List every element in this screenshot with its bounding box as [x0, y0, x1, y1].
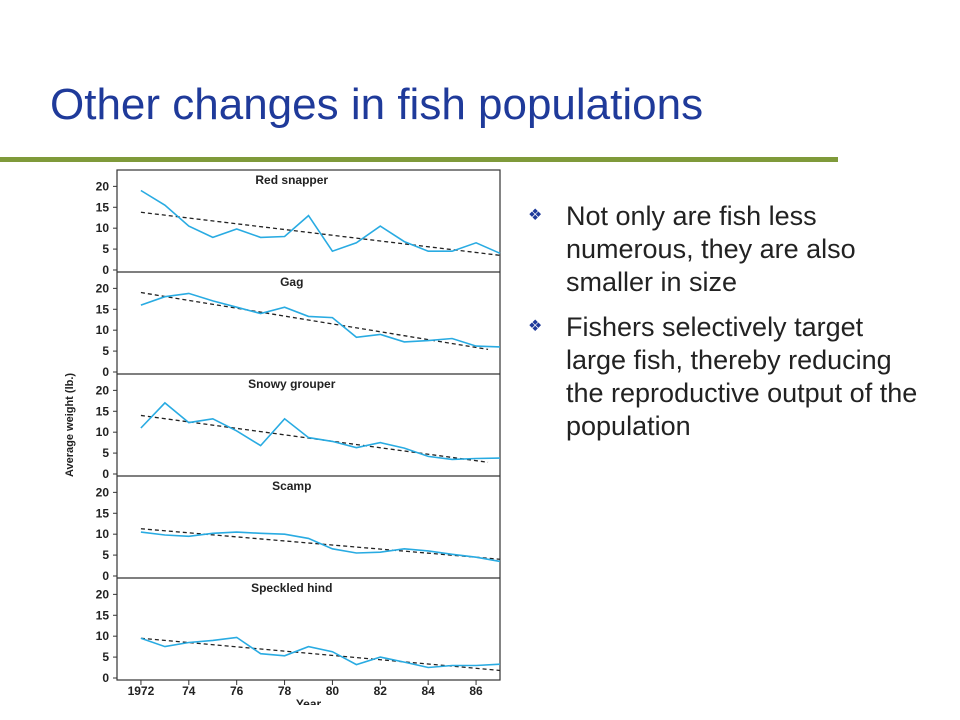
y-tick-label: 5 [102, 548, 109, 562]
series-line [140, 401, 501, 461]
y-tick-label: 0 [102, 365, 109, 379]
series-line [140, 531, 501, 563]
y-tick-label: 10 [96, 221, 110, 235]
trend-line [140, 211, 501, 257]
x-tick-label: 74 [182, 684, 196, 698]
diamond-bullet-icon: ❖ [528, 207, 543, 224]
y-tick-label: 10 [96, 323, 110, 337]
y-tick-label: 20 [96, 587, 110, 601]
x-tick-label: 1972 [128, 684, 155, 698]
y-tick-label: 5 [102, 344, 109, 358]
x-tick-label: 86 [469, 684, 483, 698]
trend-line [140, 291, 489, 351]
y-tick-label: 0 [102, 671, 109, 685]
y-tick-label: 15 [96, 608, 110, 622]
title-divider [0, 157, 838, 162]
bullet-text: Fishers selectively target large fish, t… [566, 312, 918, 441]
y-tick-label: 5 [102, 650, 109, 664]
y-tick-label: 15 [96, 404, 110, 418]
panel-title: Red snapper [255, 173, 328, 187]
y-tick-label: 10 [96, 425, 110, 439]
plot-frame [116, 169, 501, 681]
series-line [140, 189, 501, 255]
y-axis-label: Average weight (lb.) [64, 373, 76, 477]
bullet-list: ❖ Not only are fish less numerous, they … [528, 200, 928, 455]
y-tick-label: 0 [102, 467, 109, 481]
x-tick-label: 80 [326, 684, 340, 698]
bullet-text: Not only are fish less numerous, they ar… [566, 201, 856, 297]
series-line [140, 636, 501, 669]
panel-title: Snowy grouper [248, 377, 336, 391]
x-tick-label: 84 [422, 684, 436, 698]
y-tick-label: 0 [102, 263, 109, 277]
x-axis-label: Year [296, 697, 322, 705]
y-tick-label: 20 [96, 281, 110, 295]
x-tick-label: 76 [230, 684, 244, 698]
y-tick-label: 5 [102, 242, 109, 256]
y-tick-label: 20 [96, 179, 110, 193]
bullet-item: ❖ Not only are fish less numerous, they … [528, 200, 928, 299]
y-tick-label: 15 [96, 302, 110, 316]
y-tick-label: 0 [102, 569, 109, 583]
panel-title: Gag [280, 275, 303, 289]
fish-weight-chart: 0 5 10 15 20 Red snapper 0 5 10 15 20 Gag 0 5 10 15 20 Sn… [64, 169, 501, 705]
bullet-item: ❖ Fishers selectively target large fish,… [528, 311, 928, 443]
y-tick-label: 20 [96, 383, 110, 397]
panel-title: Scamp [272, 479, 311, 493]
slide-title: Other changes in fish populations [50, 80, 704, 129]
y-tick-label: 15 [96, 506, 110, 520]
x-tick-label: 82 [374, 684, 388, 698]
series-line [140, 292, 501, 348]
y-tick-label: 15 [96, 200, 110, 214]
y-tick-label: 20 [96, 485, 110, 499]
x-tick-label: 78 [278, 684, 292, 698]
y-tick-label: 5 [102, 446, 109, 460]
y-tick-label: 10 [96, 629, 110, 643]
diamond-bullet-icon: ❖ [528, 318, 543, 335]
y-tick-label: 10 [96, 527, 110, 541]
panel-title: Speckled hind [251, 581, 332, 595]
